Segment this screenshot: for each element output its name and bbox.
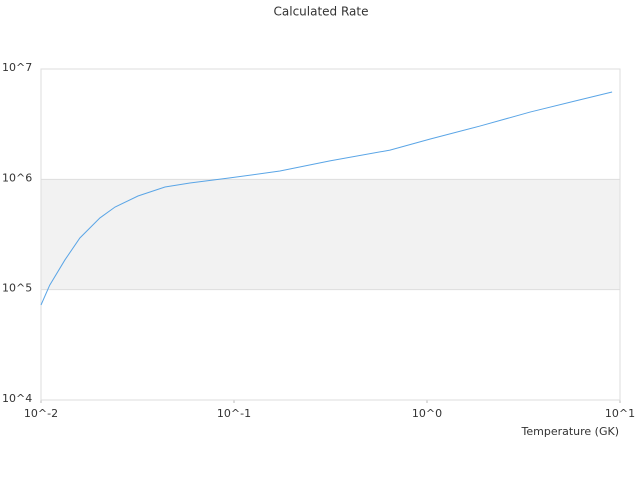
x-tick-label: 10^-1	[217, 407, 251, 420]
y-tick-label: 10^6	[2, 171, 32, 184]
x-tick-label: 10^0	[412, 407, 442, 420]
data-line	[40, 91, 613, 306]
x-tick-label: 10^-2	[24, 407, 58, 420]
x-tick-label: 10^1	[605, 407, 635, 420]
y-tick-label: 10^4	[2, 392, 32, 405]
x-axis-label: Temperature (GK)	[521, 425, 620, 438]
grid-band	[41, 179, 620, 290]
y-tick-label: 10^5	[2, 282, 32, 295]
chart-title: Calculated Rate	[274, 5, 369, 19]
y-tick-label: 10^7	[2, 61, 32, 74]
plot-border	[40, 68, 621, 401]
